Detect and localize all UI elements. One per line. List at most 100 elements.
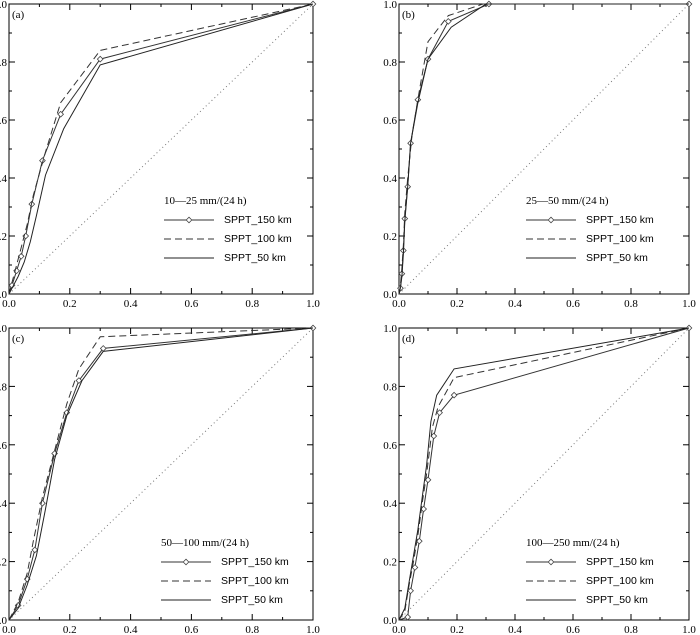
data-point-sppt-150-km bbox=[39, 499, 46, 507]
y-tick-label: 0.6 bbox=[383, 440, 397, 452]
legend-entry-sppt-50-km: SPPT_50 km bbox=[586, 252, 648, 264]
series-line-sppt-150-km bbox=[8, 327, 314, 621]
y-tick-label: 0.8 bbox=[383, 57, 397, 69]
y-tick-label: 0.0 bbox=[0, 615, 8, 627]
series-line-sppt-100-km bbox=[8, 327, 314, 621]
x-tick-label: 0.6 bbox=[185, 298, 199, 310]
x-tick-label: 0.4 bbox=[124, 298, 138, 310]
legend-entry-sppt-100-km: SPPT_100 km bbox=[224, 233, 292, 245]
legend: 100—250 mm/(24 h) SPPT_150 km SPPT_100 km S… bbox=[526, 537, 654, 606]
data-point-sppt-150-km bbox=[436, 409, 443, 417]
y-tick-label: 0.4 bbox=[383, 498, 397, 510]
y-tick-label: 0.8 bbox=[0, 381, 8, 393]
y-tick-label: 1.0 bbox=[0, 0, 8, 11]
x-tick-label: 1.0 bbox=[682, 624, 696, 635]
x-tick-label: 0.0 bbox=[392, 298, 406, 310]
no-skill-diagonal bbox=[398, 327, 690, 621]
y-tick-label: 0.4 bbox=[0, 173, 8, 185]
x-tick-label: 0.0 bbox=[392, 624, 406, 635]
legend-title: 50—100 mm/(24 h) bbox=[161, 537, 249, 549]
y-tick-label: 0.2 bbox=[383, 231, 397, 243]
x-tick-label: 0.6 bbox=[185, 624, 199, 635]
data-point-sppt-150-km bbox=[13, 267, 20, 275]
legend-entry-sppt-50-km: SPPT_50 km bbox=[221, 594, 283, 606]
series-line-sppt-150-km bbox=[8, 3, 314, 295]
x-tick-label: 0.8 bbox=[245, 298, 259, 310]
x-tick-label: 0.4 bbox=[124, 624, 138, 635]
series-line-sppt-50-km bbox=[398, 3, 689, 295]
x-tick-label: 0.8 bbox=[624, 624, 638, 635]
y-tick-label: 0.0 bbox=[383, 289, 397, 301]
legend-entry-sppt-100-km: SPPT_100 km bbox=[221, 575, 289, 587]
legend: 50—100 mm/(24 h) SPPT_150 km SPPT_100 km SP… bbox=[161, 537, 289, 606]
x-tick-label: 0.2 bbox=[450, 624, 464, 635]
legend-marker bbox=[185, 216, 193, 224]
y-tick-label: 0.2 bbox=[383, 557, 397, 569]
x-tick-label: 0.4 bbox=[508, 624, 522, 635]
panel-a: 0.0 0.2 0.4 0.6 0.8 1.0 0.0 0.2 0.4 0.6 0.8 1.0 (a) 1… bbox=[0, 0, 320, 310]
panel-b: 0.0 0.2 0.4 0.6 0.8 1.0 0.0 0.2 0.4 0.6 0.8 1.0 (b) 2… bbox=[383, 0, 696, 310]
x-tick-label: 0.2 bbox=[63, 624, 77, 635]
data-point-sppt-150-km bbox=[407, 587, 414, 595]
legend-entry-sppt-100-km: SPPT_100 km bbox=[586, 233, 654, 245]
legend-entry-sppt-150-km: SPPT_150 km bbox=[224, 214, 292, 226]
legend-title: 25—50 mm/(24 h) bbox=[526, 195, 609, 207]
legend-title: 100—250 mm/(24 h) bbox=[526, 537, 620, 549]
panel-label: (b) bbox=[402, 9, 415, 21]
y-tick-label: 0.6 bbox=[383, 115, 397, 127]
panel-label: (d) bbox=[402, 333, 415, 345]
data-point-sppt-150-km bbox=[57, 110, 65, 118]
legend-marker bbox=[547, 558, 555, 566]
y-tick-label: 0.2 bbox=[0, 557, 7, 569]
y-tick-label: 1.0 bbox=[383, 323, 397, 335]
panel-label: (c) bbox=[12, 333, 25, 345]
legend: 25—50 mm/(24 h) SPPT_150 km SPPT_100 km SPP… bbox=[526, 195, 654, 264]
legend-entry-sppt-150-km: SPPT_150 km bbox=[586, 214, 654, 226]
panel-d: 0.0 0.2 0.4 0.6 0.8 1.0 0.0 0.2 0.4 0.6 0.8 1.0 (d) 1… bbox=[383, 323, 696, 635]
y-tick-label: 0.8 bbox=[0, 57, 8, 69]
series-line-sppt-50-km bbox=[8, 327, 314, 621]
x-tick-label: 1.0 bbox=[682, 298, 696, 310]
data-point-sppt-150-km bbox=[96, 55, 104, 63]
y-tick-label: 0.0 bbox=[0, 289, 8, 301]
legend-entry-sppt-50-km: SPPT_50 km bbox=[224, 252, 286, 264]
data-point-sppt-150-km bbox=[404, 613, 412, 621]
y-tick-label: 0.4 bbox=[383, 173, 397, 185]
y-tick-label: 1.0 bbox=[0, 323, 8, 335]
y-tick-label: 0.6 bbox=[0, 440, 8, 452]
panel-c: 0.0 0.2 0.4 0.6 0.8 1.0 0.0 0.2 0.4 0.6 0.8 1.0 (c) 5… bbox=[0, 323, 320, 635]
y-tick-label: 0.0 bbox=[383, 615, 397, 627]
series-line-sppt-50-km bbox=[8, 3, 314, 295]
data-point-sppt-150-km bbox=[309, 0, 317, 8]
data-point-sppt-150-km bbox=[444, 18, 452, 25]
data-point-sppt-150-km bbox=[450, 391, 458, 399]
x-tick-label: 0.0 bbox=[2, 298, 16, 310]
y-tick-label: 0.6 bbox=[0, 115, 8, 127]
x-tick-label: 0.2 bbox=[450, 298, 464, 310]
legend-entry-sppt-50-km: SPPT_50 km bbox=[586, 594, 648, 606]
x-tick-label: 0.6 bbox=[566, 298, 580, 310]
x-tick-label: 0.6 bbox=[566, 624, 580, 635]
legend-marker bbox=[182, 558, 190, 566]
legend: 10—25 mm/(24 h) SPPT_150 km SPPT_100 km SPP… bbox=[164, 195, 292, 264]
data-point-sppt-150-km bbox=[75, 377, 83, 384]
legend-marker bbox=[547, 216, 555, 224]
no-skill-diagonal bbox=[398, 3, 690, 295]
x-tick-label: 1.0 bbox=[306, 624, 320, 635]
series-line-sppt-50-km bbox=[398, 327, 690, 621]
x-tick-label: 0.8 bbox=[245, 624, 259, 635]
y-tick-label: 0.2 bbox=[0, 231, 7, 243]
x-tick-label: 0.2 bbox=[63, 298, 77, 310]
x-tick-label: 0.4 bbox=[508, 298, 522, 310]
legend-entry-sppt-100-km: SPPT_100 km bbox=[586, 575, 654, 587]
legend-entry-sppt-150-km: SPPT_150 km bbox=[586, 556, 654, 568]
data-point-sppt-150-km bbox=[31, 546, 39, 554]
x-tick-label: 0.0 bbox=[2, 624, 16, 635]
x-tick-label: 1.0 bbox=[306, 298, 320, 310]
legend-title: 10—25 mm/(24 h) bbox=[164, 195, 247, 207]
y-tick-label: 0.8 bbox=[383, 381, 397, 393]
y-tick-label: 0.4 bbox=[0, 498, 8, 510]
x-tick-label: 0.8 bbox=[624, 298, 638, 310]
panel-label: (a) bbox=[12, 9, 25, 21]
